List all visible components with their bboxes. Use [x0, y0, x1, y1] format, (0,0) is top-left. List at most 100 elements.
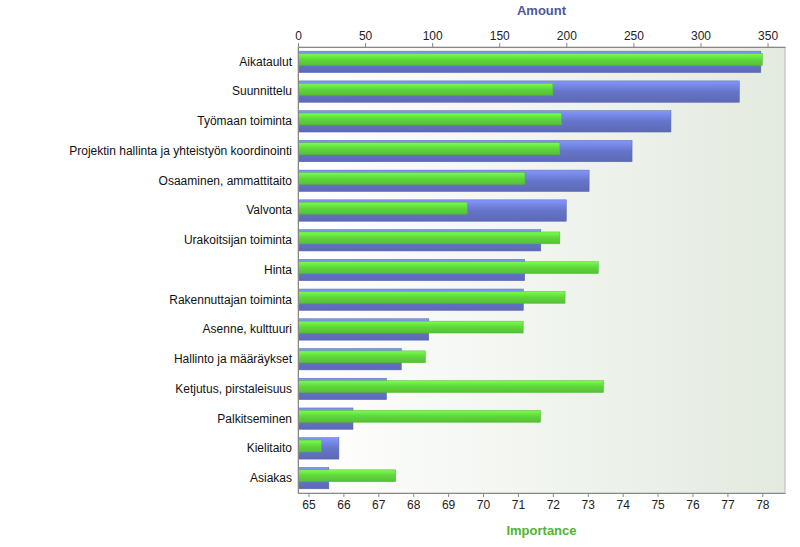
bar: [298, 410, 541, 422]
tick-label: 65: [302, 498, 316, 512]
tick: 74: [616, 493, 630, 512]
tick: 77: [721, 493, 735, 512]
bars: [298, 51, 762, 489]
tick: Osaaminen, ammattitaito: [159, 174, 293, 188]
category-label: Urakoitsijan toiminta: [184, 233, 292, 247]
tick: Asiakas: [250, 471, 292, 485]
tick: Hinta: [264, 263, 292, 277]
bar: [298, 262, 598, 274]
tick-mark: [762, 493, 763, 497]
tick-label: 50: [359, 29, 373, 43]
tick: 66: [337, 493, 351, 512]
tick-label: 250: [624, 29, 644, 43]
bar: [298, 113, 562, 125]
axis-bottom: 6566676869707172737475767778: [299, 493, 786, 512]
bar: [298, 54, 762, 66]
category-label: Asiakas: [250, 471, 292, 485]
tick-label: 200: [557, 29, 577, 43]
bar: [298, 470, 396, 482]
tick-mark: [633, 43, 634, 47]
tick: Aikataulut: [239, 55, 292, 69]
category-label: Osaaminen, ammattitaito: [159, 174, 293, 188]
tick: Ketjutus, pirstaleisuus: [175, 382, 292, 396]
bar: [298, 291, 565, 303]
tick-label: 150: [490, 29, 510, 43]
bar: [298, 232, 560, 244]
tick-mark: [365, 43, 366, 47]
tick: 75: [651, 493, 665, 512]
tick: 0: [295, 29, 302, 47]
tick-mark: [566, 43, 567, 47]
tick-mark: [432, 43, 433, 47]
tick-mark: [343, 493, 344, 497]
bar: [298, 83, 553, 95]
tick-mark: [378, 493, 379, 497]
tick: 350: [758, 29, 778, 47]
tick: 67: [372, 493, 386, 512]
bar: [298, 202, 467, 214]
tick-label: 71: [512, 498, 526, 512]
tick: 70: [477, 493, 491, 512]
tick-label: 76: [686, 498, 700, 512]
tick: 200: [557, 29, 577, 47]
bar: [298, 143, 560, 155]
tick: 76: [686, 493, 700, 512]
plot-frame: [298, 47, 785, 493]
bar: [298, 140, 632, 161]
tick: Asenne, kulttuuri: [203, 322, 292, 336]
tick-mark: [499, 43, 500, 47]
category-label: Suunnittelu: [232, 84, 292, 98]
series-1: [298, 54, 762, 482]
category-label: Palkitseminen: [217, 412, 292, 426]
category-label: Hallinto ja määräykset: [174, 352, 293, 366]
tick: 68: [407, 493, 421, 512]
tick: Työmaan toiminta: [197, 114, 292, 128]
category-label: Kielitaito: [247, 441, 293, 455]
tick-label: 66: [337, 498, 351, 512]
bar: [298, 321, 523, 333]
tick-label: 69: [442, 498, 456, 512]
tick: 78: [756, 493, 770, 512]
tick: 73: [582, 493, 596, 512]
axis-line: [299, 47, 786, 48]
tick-label: 73: [582, 498, 596, 512]
category-label: Ketjutus, pirstaleisuus: [175, 382, 292, 396]
category-label: Projektin hallinta ja yhteistyön koordin…: [69, 144, 292, 158]
tick: Valvonta: [246, 203, 292, 217]
tick-mark: [308, 493, 309, 497]
tick: 50: [359, 29, 373, 47]
bar: [298, 170, 589, 191]
category-label: Rakennuttajan toiminta: [169, 293, 292, 307]
tick-label: 350: [758, 29, 778, 43]
axis-left: Aikataulut Suunnittelu Työmaan toiminta Pro…: [69, 48, 298, 494]
tick: Suunnittelu: [232, 84, 292, 98]
category-label: Asenne, kulttuuri: [203, 322, 292, 336]
tick-label: 300: [691, 29, 711, 43]
axis-title: Amount: [517, 3, 567, 18]
tick: Hallinto ja määräykset: [174, 352, 293, 366]
tick-mark: [483, 493, 484, 497]
tick-label: 70: [477, 498, 491, 512]
category-label: Aikataulut: [239, 55, 292, 69]
tick-mark: [588, 493, 589, 497]
bar: [298, 81, 739, 102]
axis-top: 0 50 100 150 200 250 300 350: [295, 29, 785, 48]
tick: Urakoitsijan toiminta: [184, 233, 292, 247]
tick: 69: [442, 493, 456, 512]
tick-mark: [700, 43, 701, 47]
tick-mark: [727, 493, 728, 497]
bar: [298, 381, 603, 393]
tick: 100: [423, 29, 443, 47]
tick-mark: [692, 493, 693, 497]
bar: [298, 200, 566, 221]
tick-label: 0: [295, 29, 302, 43]
axis-line: [298, 48, 299, 494]
tick-label: 67: [372, 498, 386, 512]
category-label: Hinta: [264, 263, 292, 277]
tick-mark: [768, 43, 769, 47]
axis-line: [299, 493, 786, 494]
tick: 65: [302, 493, 316, 512]
tick: 71: [512, 493, 526, 512]
axis-title: Importance: [506, 523, 576, 538]
chart: 0501001502002503003506566676869707172737…: [0, 0, 800, 547]
